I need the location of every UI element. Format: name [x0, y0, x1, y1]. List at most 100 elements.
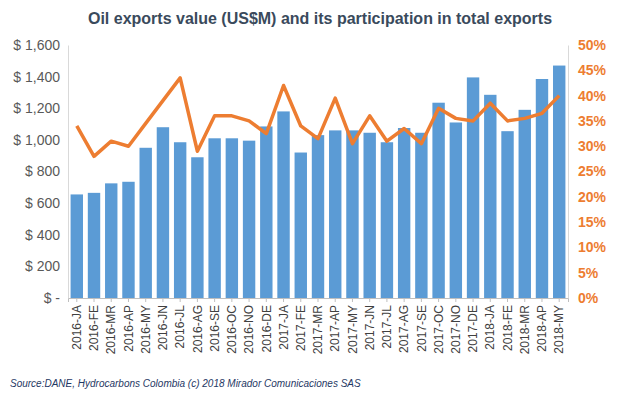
y2-tick-label: 5%	[578, 265, 599, 281]
x-tick-label: 2017-DE	[466, 305, 480, 352]
x-tick: 2018-MR	[518, 298, 532, 354]
x-tick-label: 2017-JN	[363, 305, 377, 350]
x-tick: 2017-JL	[380, 298, 394, 348]
x-tick-label: 2018-MY	[552, 305, 566, 354]
x-tick-label: 2017-JL	[380, 305, 394, 349]
y2-tick: 0%	[568, 290, 599, 306]
y-tick-label: $ 1,600	[13, 37, 60, 53]
bar	[295, 153, 307, 298]
x-axis: 2016-JA2016-FE2016-MR2016-AP2016-MY2016-…	[69, 298, 569, 354]
x-tick-mark	[559, 298, 560, 302]
y-tick-label: $ 400	[25, 227, 60, 243]
x-tick: 2018-JA	[483, 298, 497, 350]
x-tick-mark	[214, 298, 215, 302]
x-tick: 2016-MR	[104, 298, 118, 354]
y2-tick-label: 0%	[578, 290, 599, 306]
y-tick: $ 1,400	[13, 69, 68, 85]
x-tick-label: 2016-AP	[122, 305, 136, 352]
x-tick-mark	[369, 298, 370, 302]
x-tick: 2017-DE	[466, 298, 480, 352]
y-tick: $ 200	[25, 258, 68, 274]
y2-tick-label: 15%	[578, 214, 607, 230]
x-tick-label: 2016-JN	[156, 305, 170, 350]
x-tick: 2017-MR	[311, 298, 325, 354]
x-tick: 2018-FE	[501, 298, 515, 351]
plot: $ - $ 200 $ 400 $ 600 $ 800 $ 1,000 $ 1,200 $ 1…	[13, 37, 606, 354]
y-tick: $ -	[44, 290, 68, 306]
x-tick: 2016-AP	[122, 298, 136, 352]
x-tick-label: 2017-MY	[346, 305, 360, 354]
bar	[71, 194, 83, 298]
bar	[277, 111, 289, 298]
y-tick-label: $ 200	[25, 258, 60, 274]
bar	[432, 103, 444, 298]
title: Oil exports value (US$M) and its partici…	[88, 10, 552, 27]
x-tick-label: 2016-OC	[225, 305, 239, 354]
x-tick-label: 2018-AP	[535, 305, 549, 352]
x-tick: 2017-NO	[449, 298, 463, 354]
x-tick-mark	[249, 298, 250, 302]
bar	[363, 133, 375, 298]
y-tick-label: $ 1,000	[13, 132, 60, 148]
bar	[88, 193, 100, 298]
x-tick: 2016-JL	[173, 298, 187, 348]
x-tick-mark	[94, 298, 95, 302]
x-tick: 2017-OC	[432, 298, 446, 354]
bar-series	[71, 66, 566, 298]
y2-tick: 15%	[568, 214, 607, 230]
x-tick-label: 2017-AG	[397, 305, 411, 353]
x-tick-label: 2016-JL	[173, 305, 187, 349]
x-tick-mark	[473, 298, 474, 302]
x-tick-mark	[318, 298, 319, 302]
y-tick: $ 1,600	[13, 37, 68, 53]
x-tick-label: 2016-JA	[70, 305, 84, 350]
x-tick-mark	[352, 298, 353, 302]
x-tick-mark	[541, 298, 542, 302]
x-tick-label: 2017-FE	[294, 305, 308, 351]
y2-tick: 40%	[568, 88, 607, 104]
x-tick-mark	[283, 298, 284, 302]
x-tick-mark	[438, 298, 439, 302]
bar	[140, 148, 152, 298]
x-tick-mark	[455, 298, 456, 302]
marks	[71, 66, 566, 298]
bar	[312, 135, 324, 298]
bar	[260, 126, 272, 298]
x-tick: 2017-AP	[328, 298, 342, 352]
x-tick-mark	[300, 298, 301, 302]
x-tick: 2017-JA	[277, 298, 291, 350]
x-tick-mark	[231, 298, 232, 302]
bar	[174, 142, 186, 298]
x-tick-label: 2016-NO	[242, 305, 256, 354]
x-tick: 2017-MY	[346, 298, 360, 354]
y2-tick: 25%	[568, 163, 607, 179]
x-tick-label: 2017-OC	[432, 305, 446, 354]
x-tick: 2018-MY	[552, 298, 566, 354]
x-tick-mark	[404, 298, 405, 302]
bar	[346, 130, 358, 298]
x-tick-label: 2016-FE	[87, 305, 101, 351]
y-tick-label: $ 1,200	[13, 100, 60, 116]
x-axis-line	[69, 299, 569, 303]
x-tick-label: 2016-DE	[260, 305, 274, 352]
bar	[398, 128, 410, 298]
x-tick-mark	[111, 298, 112, 302]
x-tick: 2016-FE	[87, 298, 101, 351]
y-tick: $ 800	[25, 163, 68, 179]
y-tick-label: $ 800	[25, 163, 60, 179]
y-axis: $ - $ 200 $ 400 $ 600 $ 800 $ 1,000 $ 1,200 $ 1…	[13, 37, 68, 306]
x-tick-label: 2016-MR	[104, 305, 118, 355]
bar	[450, 122, 462, 298]
x-tick-mark	[180, 298, 181, 302]
x-tick-mark	[197, 298, 198, 302]
x-tick-label: 2016-SE	[208, 305, 222, 352]
y-tick-label: $ 600	[25, 195, 60, 211]
bar	[105, 183, 117, 298]
x-tick: 2016-MY	[139, 298, 153, 354]
x-tick-mark	[128, 298, 129, 302]
x-tick-label: 2017-MR	[311, 305, 325, 355]
y2-tick-label: 50%	[578, 37, 607, 53]
y2-tick: 5%	[568, 265, 599, 281]
y-tick: $ 400	[25, 227, 68, 243]
x-tick-mark	[524, 298, 525, 302]
